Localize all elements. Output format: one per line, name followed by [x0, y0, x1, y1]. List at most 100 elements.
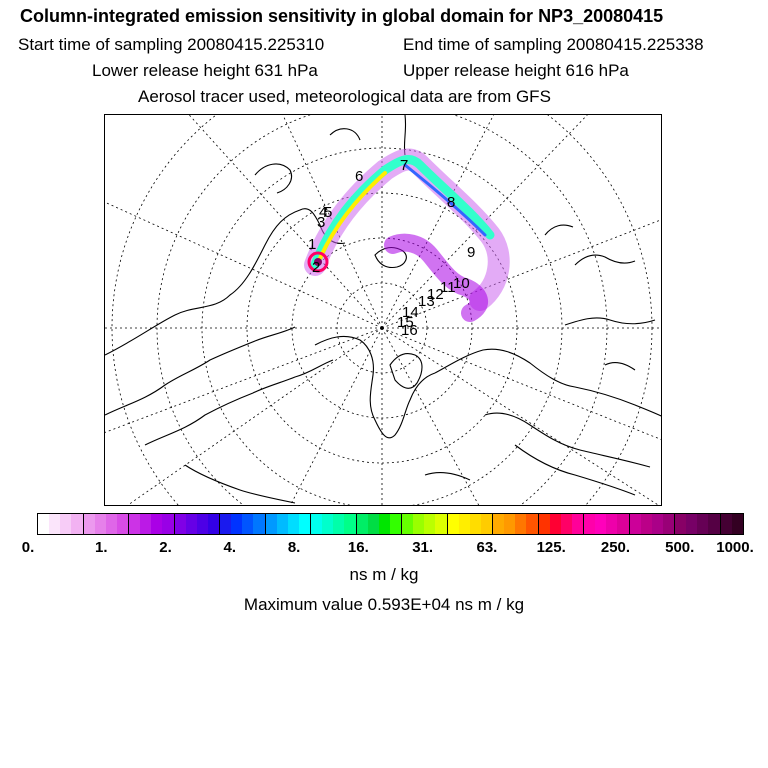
map-label-2: 2 [312, 259, 320, 276]
max-value-label: Maximum value 0.593E+04 ns m / kg [243, 595, 525, 614]
colorbar-segment [298, 514, 311, 534]
trajectory-labels: 1 2 3 4 5 6 7 8 9 10 11 12 13 14 15 16 [308, 157, 475, 339]
map-label-13: 13 [418, 293, 435, 310]
colorbar-segment [402, 514, 414, 534]
colorbar-segment [584, 514, 596, 534]
map-label-4: 4 [319, 204, 327, 221]
colorbar-tick-label: 500. [665, 539, 695, 556]
colorbar-segment [675, 514, 687, 534]
colorbar-segment [105, 514, 117, 534]
start-time-label: Start time of sampling 20080415.225310 [18, 35, 325, 54]
colorbar-segment [493, 514, 505, 534]
end-time-label: End time of sampling 20080415.225338 [403, 35, 704, 54]
colorbar-segment [253, 514, 266, 534]
emission-plume [304, 148, 510, 322]
colorbar-segment [333, 514, 345, 534]
colorbar-segment [617, 514, 630, 534]
colorbar-segment [174, 514, 186, 534]
colorbar-segment [515, 514, 527, 534]
colorbar-tick-label: 4. [223, 539, 237, 556]
map-label-3: 3 [317, 214, 325, 231]
colorbar-segment [49, 514, 61, 534]
colorbar [37, 513, 744, 535]
colorbar-segment [207, 514, 220, 534]
colorbar-segment [116, 514, 129, 534]
colorbar-segment [367, 514, 379, 534]
map-label-15: 15 [397, 314, 414, 331]
colorbar-tick-label: 250. [600, 539, 631, 556]
colorbar-segment [94, 514, 106, 534]
colorbar-segment [447, 514, 459, 534]
colorbar-segment [129, 514, 141, 534]
colorbar-segment [504, 514, 516, 534]
colorbar-segment [71, 514, 84, 534]
colorbar-segment [629, 514, 641, 534]
colorbar-segment [549, 514, 561, 534]
colorbar-segment [60, 514, 72, 534]
colorbar-segment [571, 514, 584, 534]
colorbar-segment [311, 514, 323, 534]
map-label-9: 9 [467, 244, 475, 261]
colorbar-segment [720, 514, 732, 534]
colorbar-segment [276, 514, 288, 534]
plot-title: Column-integrated emission sensitivity i… [20, 6, 664, 26]
colorbar-tick-label: 8. [287, 539, 301, 556]
colorbar-tick-label: 125. [536, 539, 566, 556]
colorbar-segment [162, 514, 175, 534]
colorbar-segment [538, 514, 550, 534]
colorbar-segment [526, 514, 539, 534]
colorbar-tick-label: 1. [95, 539, 108, 556]
map-label-6: 6 [355, 168, 363, 185]
colorbar-segment [322, 514, 334, 534]
colorbar-segment [606, 514, 618, 534]
colorbar-segment [458, 514, 470, 534]
colorbar-segment [480, 514, 493, 534]
upper-release-label: Upper release height 616 hPa [403, 61, 629, 80]
colorbar-segment [595, 514, 607, 534]
colorbar-segment [640, 514, 652, 534]
colorbar-segment [697, 514, 709, 534]
colorbar-segment [265, 514, 277, 534]
colorbar-tick-label: 31. [412, 539, 434, 556]
colorbar-segment [196, 514, 208, 534]
tracer-info-label: Aerosol tracer used, meteorological data… [138, 87, 551, 106]
colorbar-segment [731, 514, 743, 534]
map-canvas: 1 2 3 4 5 6 7 8 9 10 11 12 13 14 15 16 [105, 115, 661, 505]
colorbar-segment [651, 514, 663, 534]
lower-release-label: Lower release height 631 hPa [92, 61, 318, 80]
map-label-10: 10 [453, 275, 470, 292]
map-label-14: 14 [402, 304, 419, 321]
colorbar-segment [378, 514, 390, 534]
map-label-8: 8 [447, 194, 455, 211]
colorbar-segment [469, 514, 481, 534]
colorbar-segment [83, 514, 95, 534]
colorbar-tick-label: 16. [347, 539, 369, 556]
colorbar-segment [389, 514, 402, 534]
colorbar-tick-label: 1000. [716, 539, 754, 556]
colorbar-segment [344, 514, 357, 534]
colorbar-segment [287, 514, 299, 534]
map-label-7: 7 [400, 157, 408, 174]
colorbar-segment [662, 514, 675, 534]
colorbar-segment [151, 514, 163, 534]
colorbar-segment [356, 514, 368, 534]
colorbar-segment [708, 514, 721, 534]
colorbar-segment [140, 514, 152, 534]
map-label-5: 5 [324, 204, 332, 221]
colorbar-segment [231, 514, 243, 534]
graticule [105, 115, 661, 505]
colorbar-tick-label: 63. [476, 539, 498, 556]
colorbar-segment [185, 514, 197, 534]
unit-label: ns m / kg [349, 565, 419, 584]
colorbar-segment [424, 514, 436, 534]
colorbar-segment [435, 514, 448, 534]
map-label-16: 16 [401, 322, 418, 339]
colorbar-tick-label: 0. [21, 539, 35, 556]
colorbar-segment [560, 514, 572, 534]
colorbar-segment [242, 514, 254, 534]
colorbar-segment [38, 514, 50, 534]
map-label-12: 12 [427, 286, 444, 303]
colorbar-segment [686, 514, 698, 534]
colorbar-segment [413, 514, 425, 534]
map-label-11: 11 [440, 279, 456, 296]
